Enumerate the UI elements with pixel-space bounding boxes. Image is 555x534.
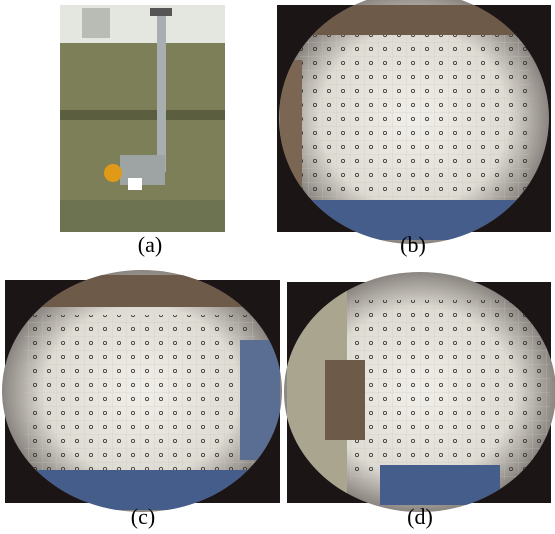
- panel-label: (c): [131, 504, 155, 529]
- photo-a: [60, 5, 225, 232]
- panel-label: (b): [400, 232, 426, 257]
- panel-label: (a): [138, 232, 162, 257]
- panel-label: (d): [407, 504, 433, 529]
- figure: (a) (b) (c) (d): [0, 0, 555, 534]
- photo-d: [284, 272, 555, 512]
- photo-c: [2, 270, 282, 512]
- photo-b: [277, 0, 551, 244]
